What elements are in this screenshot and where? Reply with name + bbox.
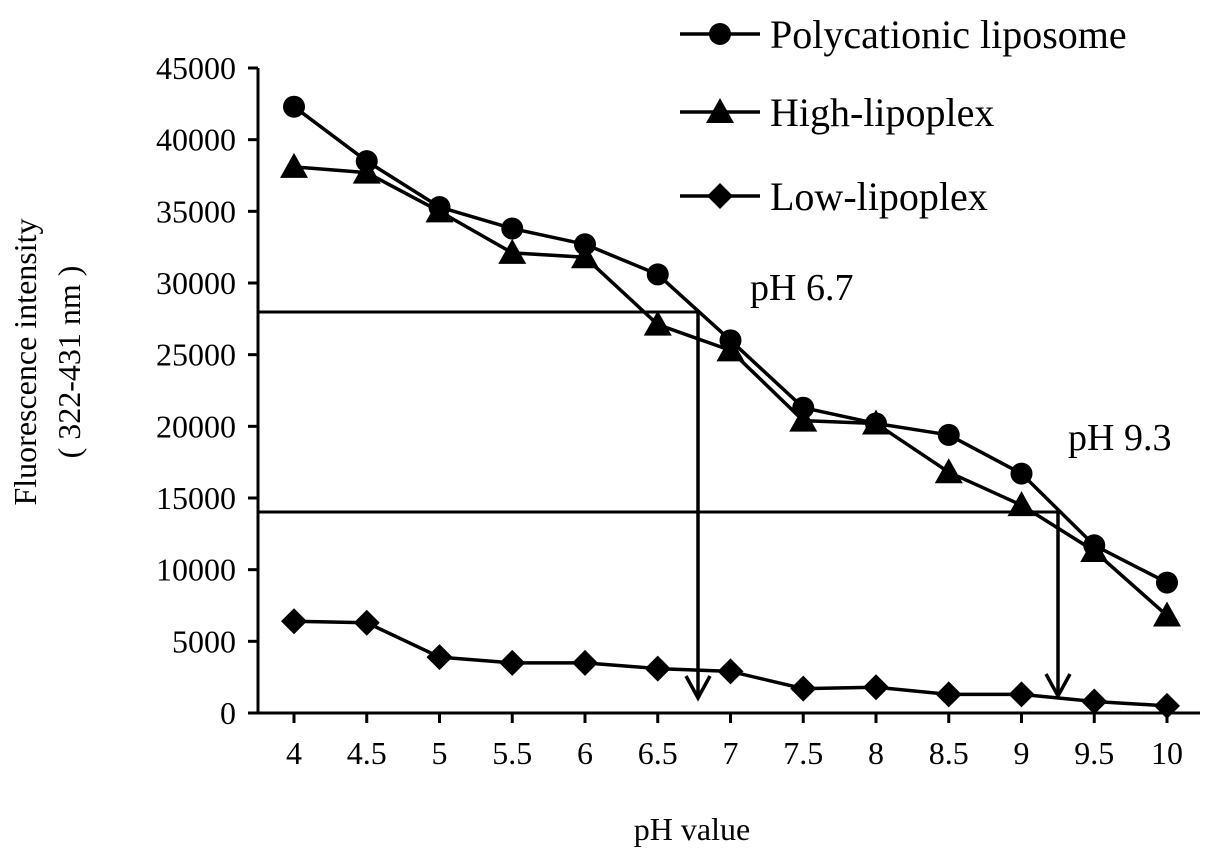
x-tick-label: 7 — [723, 735, 739, 771]
ref-arrow-ph67 — [684, 675, 712, 702]
data-point-polycationic-liposome — [646, 263, 669, 286]
y-tick-label: 5000 — [172, 623, 236, 659]
y-tick-label: 15000 — [156, 480, 236, 516]
data-point-low-lipoplex — [572, 649, 598, 676]
data-point-low-lipoplex — [935, 681, 962, 708]
legend-label: Low-lipoplex — [770, 174, 988, 219]
y-axis-title-line-1: Fluorescence intensity — [7, 218, 43, 505]
y-tick-label: 30000 — [156, 265, 236, 301]
y-tick-label: 0 — [220, 695, 236, 731]
data-point-high-lipoplex — [1153, 601, 1181, 627]
data-point-low-lipoplex — [863, 674, 889, 701]
data-point-high-lipoplex — [934, 458, 963, 484]
series-layer — [280, 95, 1181, 719]
reference-lines — [258, 310, 1072, 702]
series-low-lipoplex — [281, 608, 1180, 719]
legend-marker-polycationic-liposome — [709, 23, 731, 45]
legend-item-low-lipoplex: Low-lipoplex — [680, 174, 988, 219]
x-tick-label: 8.5 — [929, 735, 969, 771]
legend-label: Polycationic liposome — [770, 12, 1127, 57]
x-tick-label: 5 — [432, 735, 448, 771]
data-point-high-lipoplex — [716, 336, 745, 362]
data-point-polycationic-liposome — [283, 95, 305, 118]
data-point-high-lipoplex — [425, 197, 454, 223]
x-tick-label: 6 — [577, 735, 593, 771]
data-point-low-lipoplex — [644, 655, 671, 682]
y-axis: 0 5000 10000 15000 20000 25000 30000 35000 40000… — [156, 50, 260, 731]
data-point-polycationic-liposome — [937, 423, 960, 446]
data-point-high-lipoplex — [789, 406, 818, 432]
y-tick-label: 10000 — [156, 552, 236, 588]
data-point-low-lipoplex — [426, 644, 453, 671]
data-point-low-lipoplex — [281, 608, 307, 635]
x-tick-label: 9 — [1014, 735, 1030, 771]
y-tick-label: 40000 — [156, 122, 236, 158]
x-tick-label: 10 — [1151, 735, 1183, 771]
legend-label: High-lipoplex — [770, 90, 994, 135]
ref-arrow-ph93 — [1044, 673, 1072, 700]
y-axis-title-line-2: ( 322-431 nm ) — [51, 266, 87, 459]
data-point-polycationic-liposome — [1010, 462, 1033, 485]
data-point-low-lipoplex — [1008, 681, 1035, 708]
series-high-lipoplex — [280, 152, 1181, 627]
legend-marker-high-lipoplex — [706, 98, 734, 123]
data-point-polycationic-liposome — [1156, 571, 1178, 594]
data-point-high-lipoplex — [643, 310, 672, 336]
data-point-high-lipoplex — [862, 409, 890, 435]
y-tick-label: 25000 — [156, 337, 236, 373]
annotation-ph67: pH 6.7 — [750, 267, 853, 309]
data-point-low-lipoplex — [353, 609, 380, 636]
y-tick-label: 45000 — [156, 50, 236, 86]
data-point-low-lipoplex — [717, 658, 744, 685]
data-point-low-lipoplex — [1154, 692, 1180, 719]
data-point-high-lipoplex — [1007, 491, 1036, 517]
legend-marker-low-lipoplex — [707, 183, 733, 209]
x-tick-label: 7.5 — [783, 735, 823, 771]
legend: Polycationic liposome High-lipoplex Low-li… — [680, 12, 1127, 219]
x-axis-title: pH value — [634, 811, 750, 847]
x-axis: 4 4.5 5 5.5 6 6.5 7 7.5 8 8.5 9 9.5 10 — [258, 711, 1200, 771]
x-tick-label: 4.5 — [347, 735, 387, 771]
x-tick-label: 9.5 — [1074, 735, 1114, 771]
y-tick-label: 35000 — [156, 193, 236, 229]
data-point-high-lipoplex — [571, 243, 599, 269]
data-point-low-lipoplex — [499, 649, 526, 676]
legend-item-polycationic-liposome: Polycationic liposome — [680, 12, 1127, 57]
annotation-ph93: pH 9.3 — [1068, 417, 1171, 459]
x-tick-label: 4 — [286, 735, 302, 771]
data-point-low-lipoplex — [1081, 688, 1108, 715]
data-point-high-lipoplex — [498, 238, 527, 264]
legend-item-high-lipoplex: High-lipoplex — [680, 90, 994, 135]
x-tick-label: 6.5 — [638, 735, 678, 771]
x-tick-label: 8 — [868, 735, 884, 771]
y-axis-title: Fluorescence intensity ( 322-431 nm ) — [7, 218, 87, 505]
data-point-high-lipoplex — [1080, 537, 1109, 563]
y-ticks: 0 5000 10000 15000 20000 25000 30000 35000 40000… — [156, 50, 258, 731]
data-point-low-lipoplex — [790, 675, 817, 702]
series-line-high-lipoplex — [293, 165, 1169, 617]
x-tick-label: 5.5 — [492, 735, 532, 771]
data-point-polycationic-liposome — [501, 217, 524, 240]
y-tick-label: 20000 — [156, 408, 236, 444]
data-point-high-lipoplex — [280, 152, 308, 178]
data-point-high-lipoplex — [352, 158, 381, 184]
x-ticks: 4 4.5 5 5.5 6 6.5 7 7.5 8 8.5 9 9.5 10 — [286, 713, 1183, 771]
